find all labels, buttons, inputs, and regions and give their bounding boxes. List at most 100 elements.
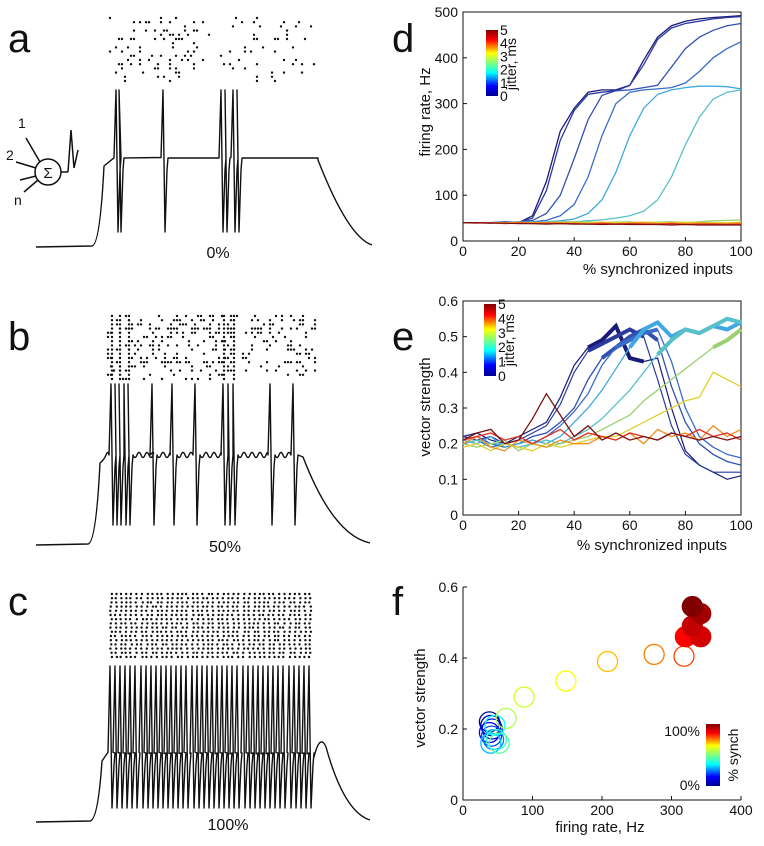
raster-dot (257, 597, 261, 600)
raster-dot (127, 365, 131, 368)
raster-dot (250, 344, 254, 347)
raster-dot (267, 630, 271, 633)
raster-dot (286, 348, 290, 351)
raster-dot (283, 592, 286, 596)
raster-dot (262, 340, 266, 343)
raster-dot (115, 601, 118, 604)
raster-dot (169, 335, 173, 339)
firing-rate-plot: % synchronized inputs firing rate, Hz ji… (417, 4, 753, 278)
raster-dot (294, 626, 297, 629)
raster-dot (157, 348, 161, 351)
raster-dot (283, 605, 286, 608)
raster-dot (174, 651, 178, 654)
raster-dot (119, 618, 122, 621)
raster-dot (288, 597, 291, 600)
raster-dot (304, 335, 308, 339)
raster-dot (142, 335, 146, 339)
raster-dot (242, 618, 246, 621)
raster-dot (120, 622, 123, 625)
raster-dot (272, 651, 275, 654)
raster-dot (202, 618, 205, 621)
raster-dot (207, 622, 210, 625)
raster-dot (160, 335, 164, 339)
raster-dot (177, 33, 181, 36)
raster-dot (257, 639, 260, 642)
raster-dot (282, 58, 286, 62)
raster-dot (232, 340, 236, 343)
raster-dot (110, 365, 114, 368)
raster-dot (196, 597, 199, 600)
raster-dot (288, 643, 291, 646)
raster-dot (216, 630, 219, 633)
raster-dot (127, 344, 131, 347)
raster-dot (232, 592, 235, 596)
raster-dot (156, 634, 159, 638)
raster-dot (308, 643, 311, 646)
raster-dot (226, 622, 229, 625)
raster-dot (191, 634, 194, 638)
raster-dot (247, 605, 250, 608)
raster-dot (265, 361, 269, 364)
raster-dot (232, 331, 236, 334)
raster-dot (172, 356, 176, 360)
raster-dot (181, 592, 184, 596)
raster-dot (258, 655, 262, 659)
raster-dot (145, 639, 148, 642)
raster-dot (145, 361, 149, 364)
raster-dot (258, 613, 261, 617)
raster-dot (202, 361, 206, 364)
raster-dot (110, 356, 114, 360)
raster-dot (267, 605, 270, 608)
e-ytick-label: 0.3 (439, 400, 459, 416)
raster-dot (136, 340, 140, 343)
raster-dot (170, 622, 174, 625)
raster-dot (231, 67, 235, 70)
raster-dot (151, 592, 154, 596)
raster-dot (237, 626, 241, 629)
raster-dot (119, 592, 123, 596)
raster-dot (202, 327, 206, 330)
raster-dot (221, 618, 224, 621)
schematic-input-2: 2 (6, 147, 14, 163)
raster-dot (205, 605, 209, 608)
raster-dot (172, 373, 176, 376)
raster-dot (217, 601, 221, 604)
raster-dot (291, 62, 295, 66)
f-xtick-label: 400 (729, 802, 753, 818)
raster-dot (128, 618, 132, 621)
raster-dot (129, 54, 133, 57)
raster-dot (184, 377, 188, 381)
raster-dot (141, 655, 144, 659)
raster-dot (153, 37, 157, 41)
raster-dot (180, 609, 184, 612)
raster-dot (120, 651, 124, 654)
raster-dot (192, 42, 196, 45)
raster-dot (229, 319, 233, 322)
raster-dot (217, 327, 221, 330)
raster-dot (217, 626, 221, 629)
f-colorbar-label: % synch (725, 729, 741, 782)
raster-dot (114, 46, 118, 49)
raster-dot (205, 361, 209, 364)
raster-dot (286, 361, 290, 364)
raster-dot (231, 597, 234, 600)
raster-dot (278, 626, 282, 629)
raster-dot (298, 634, 301, 638)
raster-dot (201, 626, 204, 629)
raster-dot (217, 618, 220, 621)
raster-dot (127, 361, 131, 364)
raster-dot (148, 373, 152, 376)
raster-dot (230, 613, 234, 617)
raster-dot (118, 331, 122, 334)
e-ytick-label: 0.6 (439, 293, 459, 309)
raster-dot (229, 335, 233, 339)
raster-dot (211, 597, 215, 600)
raster-dot (171, 42, 175, 45)
raster-dot (244, 356, 248, 360)
raster-dot (242, 647, 246, 650)
raster-dot (160, 361, 164, 364)
d-axes-frame (462, 11, 742, 242)
raster-dot (210, 592, 214, 596)
raster-dot (156, 609, 160, 612)
raster-dot (236, 634, 239, 638)
